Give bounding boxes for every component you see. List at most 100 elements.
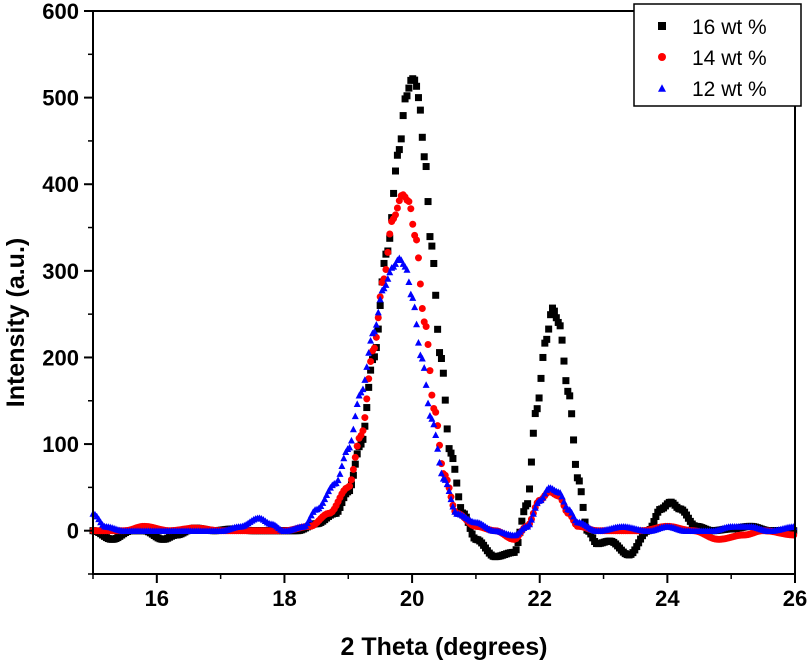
point-square	[570, 436, 578, 444]
point-square	[524, 500, 532, 508]
point-triangle	[418, 354, 426, 362]
point-circle	[414, 254, 422, 262]
point-square	[518, 517, 526, 525]
point-square	[416, 106, 424, 114]
point-triangle	[420, 364, 428, 371]
legend-label-14wt: 14 wt %	[692, 47, 767, 70]
point-square	[635, 539, 643, 547]
y-tick-label-300: 300	[42, 259, 79, 284]
point-square	[370, 353, 378, 361]
point-square	[403, 92, 411, 100]
point-triangle	[531, 504, 539, 511]
legend-label-16wt: 16 wt %	[692, 16, 767, 39]
point-triangle	[307, 511, 315, 519]
point-square	[566, 392, 574, 400]
x-axis-title: 2 Theta (degrees)	[340, 633, 547, 661]
point-square	[652, 513, 660, 521]
point-triangle	[411, 303, 419, 311]
point-square	[357, 440, 365, 448]
point-square	[393, 151, 401, 159]
point-square	[390, 189, 398, 197]
point-square	[527, 458, 535, 466]
point-square	[539, 353, 547, 361]
point-triangle	[436, 458, 444, 466]
legend-marker-triangle	[658, 84, 666, 92]
point-triangle	[353, 400, 361, 408]
point-triangle	[405, 278, 413, 285]
plot-marks	[89, 75, 798, 561]
point-square	[543, 335, 551, 343]
point-circle	[382, 265, 390, 273]
point-triangle	[370, 327, 378, 335]
legend-label-12wt: 12 wt %	[692, 78, 767, 101]
point-square	[587, 530, 595, 538]
point-triangle	[351, 412, 359, 420]
point-square	[453, 479, 461, 487]
point-triangle	[430, 420, 438, 428]
point-circle	[346, 482, 354, 490]
x-tick-label-20: 20	[400, 586, 424, 611]
point-circle	[361, 414, 369, 422]
x-tick-label-26: 26	[783, 586, 807, 611]
point-circle	[363, 395, 371, 403]
point-triangle	[380, 284, 388, 292]
point-triangle	[340, 454, 348, 462]
y-tick-label-500: 500	[42, 86, 79, 111]
point-triangle	[527, 515, 535, 523]
point-triangle	[374, 308, 382, 316]
point-triangle	[449, 502, 457, 510]
point-square	[430, 259, 438, 267]
point-square	[359, 435, 367, 443]
point-circle	[384, 248, 392, 256]
point-triangle	[321, 495, 329, 503]
point-square	[537, 374, 545, 382]
point-circle	[418, 304, 426, 312]
y-axis-title: Intensity (a.u.)	[2, 238, 30, 407]
point-square	[466, 524, 474, 532]
point-square	[650, 518, 658, 526]
point-triangle	[346, 443, 354, 451]
point-triangle	[529, 510, 537, 517]
point-square	[420, 153, 428, 161]
point-square	[468, 530, 476, 538]
legend-marker-circle	[658, 53, 666, 61]
point-circle	[391, 211, 399, 219]
point-square	[418, 133, 426, 141]
point-square	[338, 499, 346, 507]
x-tick-label-18: 18	[272, 586, 296, 611]
point-circle	[416, 280, 424, 288]
point-square	[571, 460, 579, 468]
point-circle	[405, 198, 413, 206]
point-circle	[432, 408, 440, 416]
point-circle	[422, 323, 430, 331]
point-square	[391, 167, 399, 175]
point-triangle	[558, 492, 566, 500]
point-square	[577, 488, 585, 496]
point-triangle	[403, 266, 411, 273]
point-square	[436, 349, 444, 357]
point-square	[439, 369, 447, 377]
point-square	[455, 493, 463, 501]
point-square	[441, 396, 449, 404]
point-circle	[434, 422, 442, 430]
point-circle	[790, 531, 798, 539]
point-circle	[409, 220, 417, 228]
point-square	[447, 449, 455, 457]
point-square	[374, 325, 382, 333]
point-square	[568, 410, 576, 418]
point-square	[428, 242, 436, 250]
point-triangle	[413, 320, 421, 328]
point-circle	[347, 476, 355, 484]
y-tick-label-400: 400	[42, 172, 79, 197]
point-triangle	[424, 399, 432, 407]
point-square	[361, 422, 369, 430]
point-triangle	[414, 338, 422, 346]
point-circle	[353, 442, 361, 450]
point-square	[790, 527, 798, 535]
series-14wt	[89, 191, 798, 543]
point-square	[336, 503, 344, 511]
y-tick-label-600: 600	[42, 0, 79, 24]
point-triangle	[367, 337, 375, 344]
point-square	[449, 455, 457, 463]
